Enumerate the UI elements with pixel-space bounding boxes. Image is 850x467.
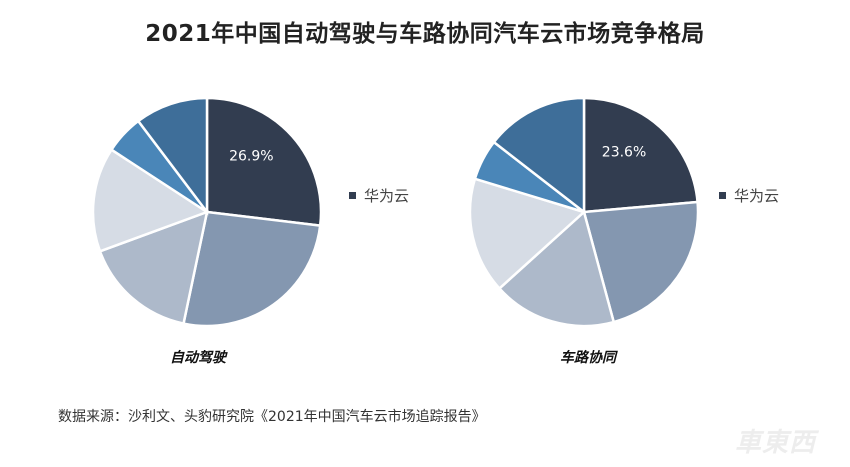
legend-swatch [349, 192, 356, 199]
pie-slice [497, 209, 616, 328]
pie-chart-autonomous-driving: 26.9% [90, 95, 324, 329]
pie-slice [582, 200, 700, 324]
legend-swatch [719, 192, 726, 199]
legend-label: 华为云 [734, 187, 780, 205]
watermark-logo: 車東西 [735, 428, 817, 458]
chart-title: 2021年中国自动驾驶与车路协同汽车云市场竞争格局 [145, 21, 705, 47]
data-source-note: 数据来源：沙利文、头豹研究院《2021年中国汽车云市场追踪报告》 [58, 409, 486, 425]
pie-slice [98, 210, 209, 326]
legend-autonomous-driving: 华为云 [349, 185, 409, 206]
pie-caption-autonomous-driving: 自动驾驶 [170, 350, 226, 366]
pie-slice [136, 96, 209, 216]
slice-percent-label: 23.6% [602, 144, 646, 160]
pie-slice [205, 96, 323, 227]
slice-percent-label: 26.9% [229, 149, 273, 165]
pie-caption-v2x: 车路协同 [560, 350, 616, 366]
pie-slice [468, 177, 587, 291]
pie-slice [182, 210, 322, 328]
pie-slice [582, 96, 699, 214]
pie-chart-v2x: 23.6% [467, 95, 701, 329]
pie-slice [492, 96, 586, 215]
legend-v2x: 华为云 [719, 185, 779, 206]
legend-label: 华为云 [364, 187, 410, 205]
pie-slice [91, 147, 210, 253]
